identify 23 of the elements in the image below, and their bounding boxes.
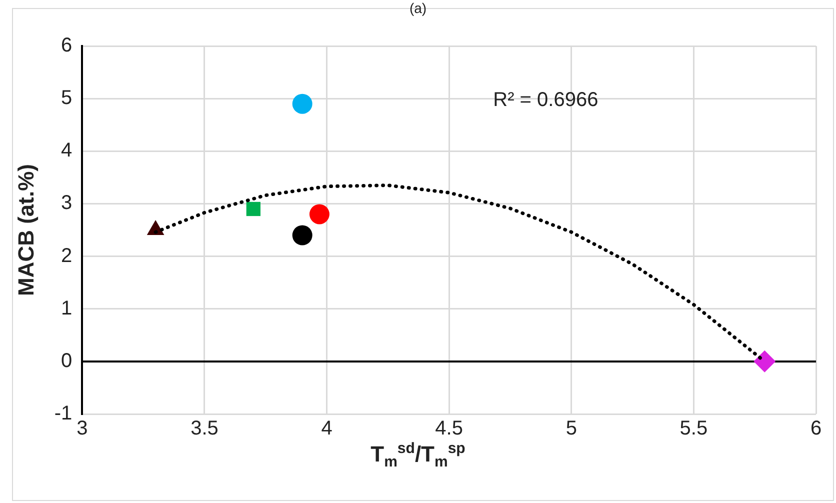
x-tick-label: 5.5	[680, 418, 708, 440]
x-tick-label: 3	[76, 418, 88, 440]
y-tick-label: 1	[61, 297, 72, 320]
y-tick-label: 5	[61, 87, 72, 110]
x-tick-label: 6	[810, 418, 822, 440]
annotation: R² = 0.6966	[493, 89, 598, 111]
chart-title: (a)	[408, 0, 428, 16]
y-tick-label: 2	[61, 244, 72, 267]
x-tick-label: 4	[321, 418, 332, 440]
y-tick-label: 3	[61, 192, 72, 214]
y-tick-label: 6	[61, 34, 72, 57]
y-tick-label: -1	[54, 402, 72, 425]
point	[309, 204, 330, 224]
x-tick-label: 5	[566, 418, 577, 440]
y-axis-title: MACB (at.%)	[13, 164, 38, 296]
point	[754, 350, 776, 372]
point	[292, 225, 312, 246]
point	[292, 94, 312, 114]
point	[246, 202, 260, 216]
x-tick-label: 3.5	[190, 418, 218, 440]
x-tick-label: 4.5	[435, 418, 463, 440]
y-tick-label: 4	[61, 140, 72, 162]
y-tick-label: 0	[61, 350, 72, 372]
